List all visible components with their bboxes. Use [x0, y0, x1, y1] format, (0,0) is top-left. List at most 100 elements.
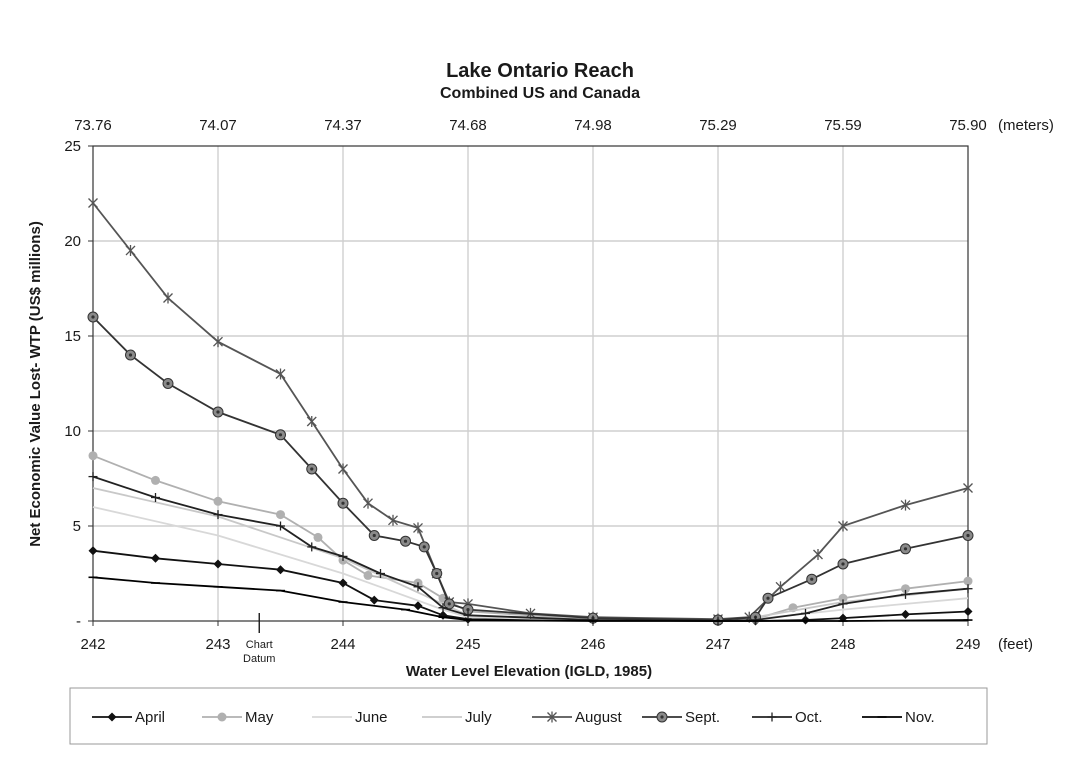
circle-dot [466, 608, 470, 612]
y-tick-label: 5 [73, 518, 81, 535]
data-point [438, 603, 448, 613]
data-point [337, 497, 349, 509]
data-point [547, 711, 557, 723]
data-point [762, 592, 774, 604]
legend-entry: May [202, 709, 274, 726]
data-point [275, 368, 286, 380]
data-point [338, 463, 348, 475]
circle-marker [838, 593, 848, 603]
data-point [151, 493, 160, 502]
data-point [363, 497, 373, 509]
diamond-marker [369, 595, 379, 605]
data-point [838, 599, 848, 609]
x2-tick-label: 75.59 [824, 117, 862, 134]
diamond-marker [801, 615, 810, 625]
circle-dot [810, 577, 814, 581]
series-may [88, 451, 973, 625]
diamond-marker [413, 601, 423, 611]
data-point [963, 576, 973, 586]
data-point [963, 584, 973, 594]
data-point [276, 510, 285, 520]
diamond-marker [151, 553, 160, 563]
data-point [400, 535, 411, 547]
series-line [92, 202, 969, 621]
data-point [806, 573, 818, 585]
circle-dot [766, 596, 770, 600]
circle-marker [901, 584, 910, 594]
data-point [307, 542, 317, 552]
data-point [151, 475, 160, 485]
data-point [338, 578, 348, 588]
y-tick-label: 10 [64, 423, 81, 440]
x-tick-label: 247 [705, 636, 730, 653]
circle-marker [963, 576, 973, 586]
data-point [276, 521, 285, 531]
data-point [901, 609, 910, 619]
data-point [751, 615, 760, 625]
data-point [431, 568, 443, 579]
legend-label: Oct. [795, 709, 823, 726]
data-point [151, 553, 160, 563]
x-tick-label: 248 [830, 636, 855, 653]
data-point [656, 711, 668, 723]
data-point [212, 406, 224, 418]
x-tick-label: 246 [580, 636, 605, 653]
legend-entry: July [422, 709, 492, 726]
data-point [901, 589, 910, 599]
data-point [213, 336, 223, 348]
legend-entries: April May June July August Sept. Oct. Nov. [92, 709, 935, 726]
x-tick-label: 243 [205, 636, 230, 653]
data-point [213, 496, 223, 506]
circle-dot [91, 315, 95, 319]
diamond-marker [338, 578, 348, 588]
series-sept [87, 311, 974, 626]
circle-dot [966, 533, 970, 538]
y-axis-label: Net Economic Value Lost- WTP (US$ millio… [27, 221, 44, 547]
series-line [92, 576, 969, 622]
data-point [125, 349, 136, 361]
legend-entry: Oct. [752, 709, 823, 726]
gridlines [93, 146, 968, 621]
circle-dot [341, 501, 345, 505]
diamond-marker [107, 712, 117, 722]
data-point [276, 565, 285, 575]
data-point [813, 549, 823, 560]
y-tick-label: 25 [64, 138, 81, 155]
legend-label: Sept. [685, 709, 720, 726]
data-point [462, 604, 474, 616]
series-lines [87, 197, 974, 626]
data-point [369, 595, 379, 605]
legend-label: June [355, 709, 388, 726]
chart-datum-annotation: Chart Datum [243, 613, 275, 665]
data-point [418, 541, 430, 553]
series-nov [88, 576, 973, 622]
data-point [413, 522, 423, 534]
data-point [338, 551, 348, 561]
data-point [775, 581, 786, 593]
data-point [963, 482, 973, 494]
x-tick-label: 244 [330, 636, 355, 653]
data-point [900, 499, 911, 511]
diamond-marker [963, 607, 973, 616]
series-line [92, 549, 969, 622]
circle-dot [841, 562, 845, 566]
circle-dot [278, 433, 283, 437]
circle-dot [403, 539, 408, 543]
circle-dot [435, 571, 439, 576]
x2-tick-label: 74.37 [324, 117, 362, 134]
legend-entry: Nov. [862, 709, 935, 726]
x2-tick-label: 73.76 [74, 117, 112, 134]
circle-dot [372, 533, 376, 538]
circle-dot [216, 410, 220, 414]
x-axis-label: Water Level Elevation (IGLD, 1985) [406, 663, 652, 680]
x-tick-label: 242 [80, 636, 105, 653]
circle-dot [660, 715, 664, 719]
x2-tick-label: 74.68 [449, 117, 487, 134]
data-point [275, 429, 286, 441]
circle-marker [151, 475, 160, 485]
circle-dot [903, 547, 908, 551]
x-tick-label: 245 [455, 636, 480, 653]
legend-label: July [465, 709, 492, 726]
data-point [88, 451, 98, 461]
